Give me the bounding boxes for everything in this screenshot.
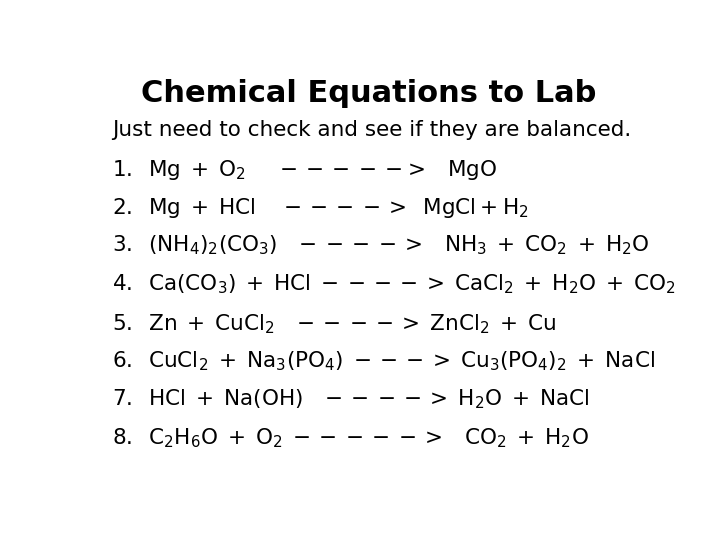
Text: $\mathsf{4.\;\; Ca(CO_3)\; +\; HCl\; ---->\; CaCl_2\; +\; H_2O\; +\; CO_2}$: $\mathsf{4.\;\; Ca(CO_3)\; +\; HCl\; ---… bbox=[112, 273, 676, 296]
Text: $\mathsf{7.\;\; HCl\; +\; Na(OH)\;\;\; ---->\; H_2O\; +\; NaCl}$: $\mathsf{7.\;\; HCl\; +\; Na(OH)\;\;\; -… bbox=[112, 387, 590, 410]
Text: $\mathsf{6.\;\; CuCl_2\; +\; Na_3(PO_4)\; --->\; Cu_3(PO_4)_2\; +\; NaCl}$: $\mathsf{6.\;\; CuCl_2\; +\; Na_3(PO_4)\… bbox=[112, 349, 655, 373]
Text: $\mathsf{2.\;\; Mg\; +\; HCl\;\;\;\; ---->\;\; MgCl + H_2}$: $\mathsf{2.\;\; Mg\; +\; HCl\;\;\;\; ---… bbox=[112, 196, 529, 220]
Text: $\mathsf{8.\;\; C_2H_6O\; +\; O_2\; ----->\;\;\; CO_2\; +\; H_2O}$: $\mathsf{8.\;\; C_2H_6O\; +\; O_2\; ----… bbox=[112, 427, 589, 450]
Text: Chemical Equations to Lab: Chemical Equations to Lab bbox=[141, 79, 597, 109]
Text: $\mathsf{5.\;\; Zn\; +\; CuCl_2\;\;\; ---->\; ZnCl_2\; +\; Cu}$: $\mathsf{5.\;\; Zn\; +\; CuCl_2\;\;\; --… bbox=[112, 312, 557, 336]
Text: Just need to check and see if they are balanced.: Just need to check and see if they are b… bbox=[112, 120, 631, 140]
Text: $\mathsf{3.\;\; (NH_4)_2(CO_3)\;\;\; ---->\;\;\; NH_3\; +\; CO_2\; +\; H_2O}$: $\mathsf{3.\;\; (NH_4)_2(CO_3)\;\;\; ---… bbox=[112, 233, 649, 257]
Text: $\mathsf{1.\;\; Mg\; +\; O_2\;\;\;\;\; -----\!>\;\;\; MgO}$: $\mathsf{1.\;\; Mg\; +\; O_2\;\;\;\;\; -… bbox=[112, 158, 498, 183]
